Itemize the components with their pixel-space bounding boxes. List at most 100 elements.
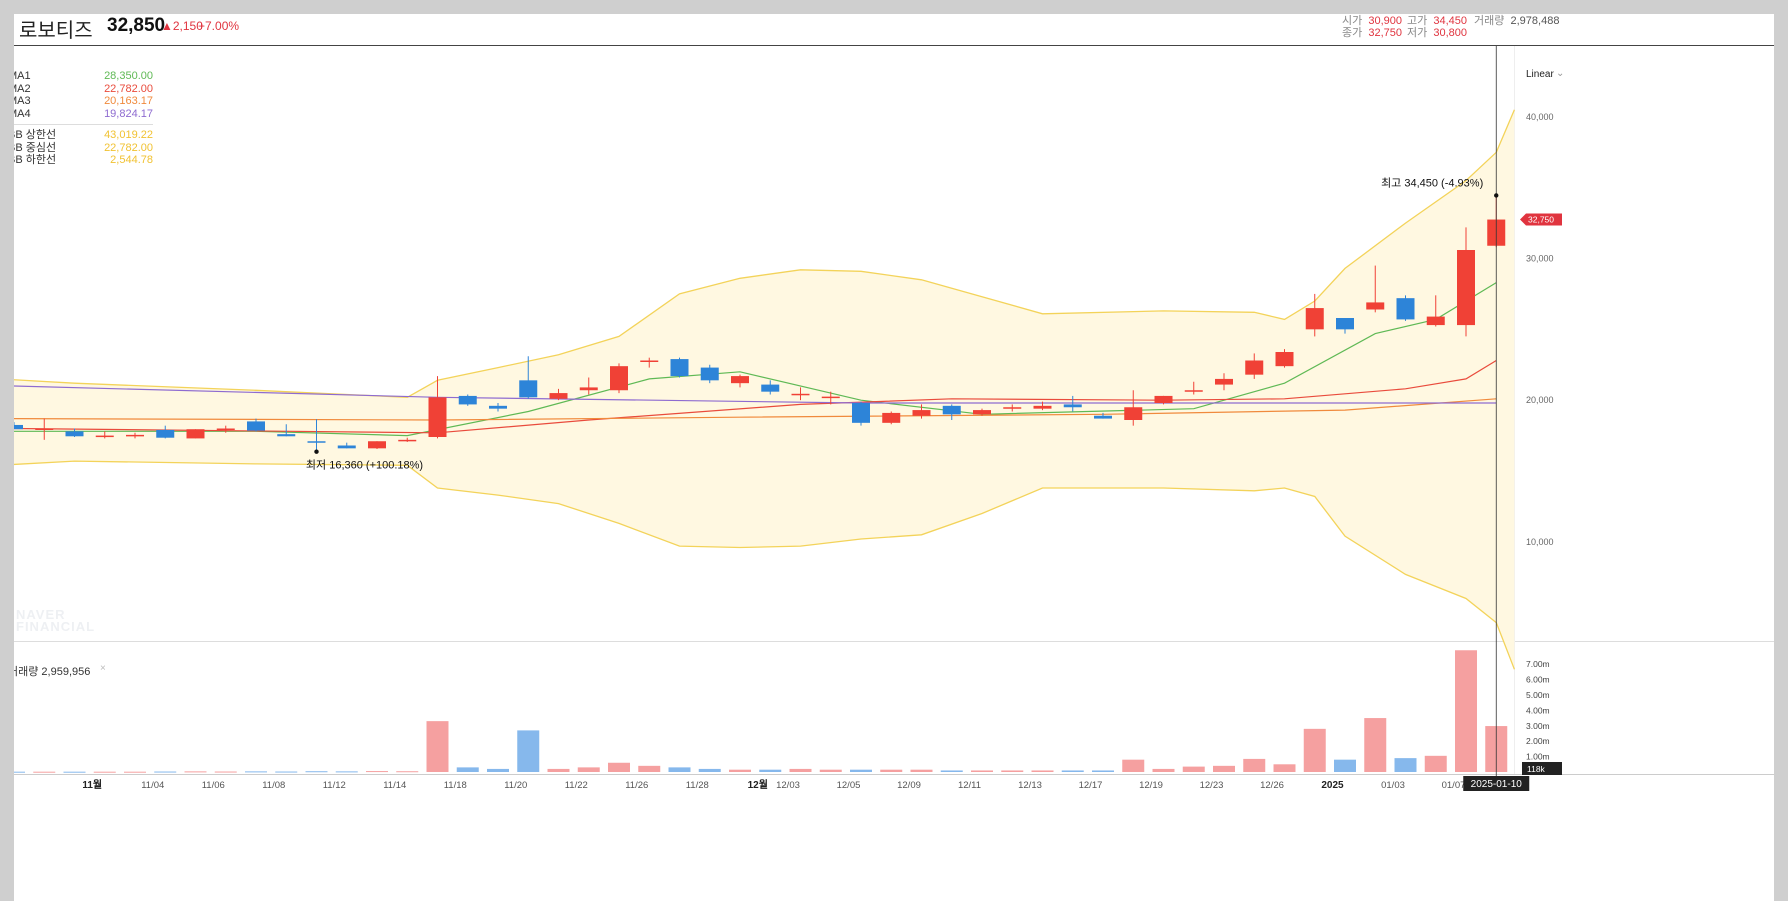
candle-body	[337, 445, 356, 449]
candle-body	[216, 428, 235, 430]
volume-bar	[184, 771, 207, 773]
price-axis-label: 40,000	[1526, 112, 1554, 122]
ma-line-ma2	[14, 359, 1497, 434]
chevron-down-icon[interactable]: ⌄	[1556, 68, 1565, 79]
candle-body	[1003, 407, 1022, 409]
price-axis-label: 20,000	[1526, 395, 1554, 405]
candle-body	[95, 435, 114, 438]
volume-bar	[1424, 755, 1447, 772]
candle-body	[1215, 378, 1233, 385]
volume-bar	[789, 768, 812, 772]
candle-body	[1457, 250, 1475, 326]
x-axis-label: 11/28	[686, 780, 709, 791]
x-axis-label: 11월	[82, 779, 102, 791]
x-axis-label: 11/12	[323, 780, 346, 791]
x-axis-label: 11/08	[262, 780, 285, 791]
volume-bar	[729, 769, 751, 772]
volume-bar	[940, 770, 963, 772]
change-rate: +7.00%	[198, 19, 240, 33]
price-chart[interactable]: 10,000 20,000 30,000 40,000 1.00m 2.00m 3.00m 4…	[14, 14, 1774, 901]
stock-name: 로보티즈	[19, 20, 93, 42]
candle-body	[700, 367, 719, 381]
candle-body	[1366, 302, 1385, 310]
current-price: 32,850	[107, 15, 166, 36]
volume-label: 거래량 2,959,956	[14, 666, 91, 678]
volume-bar	[547, 768, 570, 772]
volume-bar	[275, 771, 298, 773]
volume-close-icon[interactable]: ×	[100, 663, 106, 674]
candle-body	[35, 428, 54, 430]
x-axis-label: 12/17	[1079, 780, 1103, 791]
volume-bar	[1364, 718, 1387, 772]
volume-axis-label: 7.00m	[1526, 659, 1550, 669]
price-change: ▲2,150	[161, 19, 203, 33]
volume-bar	[366, 771, 388, 773]
volume-bar	[1061, 770, 1084, 772]
legend-ma4: MA419,824.17	[14, 107, 153, 120]
candle-body	[670, 359, 689, 377]
volume-bar	[124, 771, 146, 773]
x-axis-label: 11/04	[141, 780, 164, 791]
candle-body	[640, 360, 659, 362]
candle-body	[398, 439, 417, 442]
legend-divider	[14, 124, 153, 125]
volume-bar	[608, 762, 630, 772]
volume-bar	[426, 721, 449, 772]
x-axis-label: 11/18	[444, 780, 467, 791]
volume-bar	[14, 771, 25, 773]
volume-bar	[638, 765, 661, 772]
volume-bar	[971, 770, 993, 772]
candle-body	[821, 396, 840, 399]
legend-ma2: MA222,782.00	[14, 82, 153, 95]
candle-body	[1305, 308, 1324, 330]
volume-bar	[63, 771, 86, 773]
stock-header: 로보티즈 32,850 ▲2,150 +7.00% 시가 30,900 고가 3…	[14, 14, 1774, 52]
candle-body	[549, 393, 568, 399]
ohlc-open: 시가 30,900	[1342, 15, 1403, 27]
candle-body	[368, 441, 386, 449]
candle-body	[882, 412, 901, 423]
candle-body	[1124, 407, 1143, 420]
candle-body	[1154, 395, 1173, 403]
volume-bar	[880, 769, 903, 772]
legend-ma3: MA320,163.17	[14, 95, 153, 107]
crosshair-volume: 118k	[1527, 764, 1546, 774]
volume-bar	[487, 768, 509, 772]
crosshair-date: 2025-01-10	[1471, 779, 1523, 790]
volume-bar	[1213, 765, 1235, 772]
volume-bar	[1092, 770, 1114, 772]
volume-bar	[396, 771, 419, 773]
candle-body	[247, 421, 265, 431]
x-axis-label: 12/03	[776, 780, 800, 791]
volume-bar	[698, 768, 721, 772]
candle-body	[428, 397, 447, 437]
high-annotation: 최고 34,450 (-4.93%)	[1381, 176, 1483, 189]
x-axis-label: 12/23	[1200, 780, 1224, 791]
candle-body	[186, 429, 205, 439]
x-axis-label: 12/05	[837, 780, 861, 791]
chart-frame: 로보티즈 32,850 ▲2,150 +7.00% 시가 30,900 고가 3…	[14, 14, 1774, 901]
volume-bar	[93, 771, 116, 773]
volume-bar	[245, 771, 267, 773]
candle-body	[761, 384, 780, 392]
volume-bar	[850, 769, 872, 772]
volume-bar	[1122, 759, 1145, 772]
candle-body	[731, 376, 749, 384]
volume-axis-label: 6.00m	[1526, 675, 1550, 685]
scale-mode-select[interactable]: Linear	[1526, 69, 1554, 80]
volume-bar	[1031, 770, 1054, 772]
volume-bar	[1001, 770, 1024, 772]
last-price-tag	[1520, 213, 1562, 226]
crosshair-date-box	[1463, 776, 1530, 791]
volume-bar	[456, 767, 479, 772]
x-axis-label: 01/03	[1381, 780, 1405, 791]
candle-body	[791, 393, 810, 396]
volume-bar	[1334, 759, 1356, 772]
ohlc-close: 종가 32,750	[1342, 27, 1403, 39]
volume-bar	[1394, 758, 1417, 772]
low-marker	[314, 449, 319, 454]
x-axis-label: 11/26	[625, 780, 648, 791]
candle-body	[852, 403, 870, 423]
volume-bar	[1152, 768, 1175, 772]
